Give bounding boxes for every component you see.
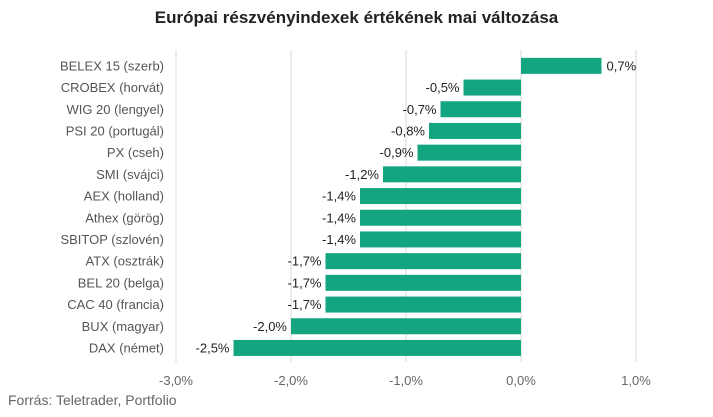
x-tick-label: 0,0% [506,373,536,388]
gridlines [175,50,637,362]
category-label: BEL 20 (belga) [78,275,164,290]
bar [417,144,521,161]
data-label: -1,7% [288,254,322,269]
bar [429,122,521,139]
x-tick-label: -3,0% [159,373,193,388]
data-label: -0,7% [403,102,437,117]
data-label: 0,7% [607,58,637,73]
x-tick-label: -2,0% [274,373,308,388]
bar [360,209,521,226]
data-label: -1,4% [322,189,356,204]
x-tick-label: -1,0% [389,373,423,388]
bar [360,188,521,205]
category-label: CAC 40 (francia) [67,297,164,312]
data-label: -2,0% [253,319,287,334]
category-label: DAX (német) [89,340,164,355]
x-tick-label: 1,0% [621,373,651,388]
chart-title: Európai részvényindexek értékének mai vá… [154,8,559,27]
data-label: -0,9% [380,145,414,160]
bar [325,274,521,291]
data-label: -1,4% [322,210,356,225]
bar [233,339,521,356]
bar [325,296,521,313]
category-label: SMI (svájci) [96,167,164,182]
labels: -3,0% -2,0% -1,0% 0,0% 1,0% BELEX 15 (szerb) 0… [60,58,651,388]
category-label: PSI 20 (portugál) [66,123,164,138]
category-label: BELEX 15 (szerb) [60,58,164,73]
category-label: WIG 20 (lengyel) [66,102,164,117]
data-label: -2,5% [196,340,230,355]
data-label: -1,7% [288,275,322,290]
data-label: -1,2% [345,167,379,182]
data-label: -1,4% [322,232,356,247]
bar [463,79,521,96]
data-label: -0,8% [391,123,425,138]
category-label: SBITOP (szlovén) [60,232,164,247]
category-label: Athex (görög) [85,210,164,225]
category-label: ATX (osztrák) [86,254,165,269]
bar [383,166,521,183]
category-label: BUX (magyar) [82,319,164,334]
source-note: Forrás: Teletrader, Portfolio [8,392,177,408]
bar [440,101,521,118]
data-label: -0,5% [426,80,460,95]
bar [291,318,521,335]
category-label: CROBEX (horvát) [61,80,164,95]
bars [233,57,602,356]
bar [325,253,521,270]
category-label: AEX (holland) [84,189,164,204]
data-label: -1,7% [288,297,322,312]
bar [521,57,602,74]
category-label: PX (cseh) [107,145,164,160]
bar [360,231,521,248]
